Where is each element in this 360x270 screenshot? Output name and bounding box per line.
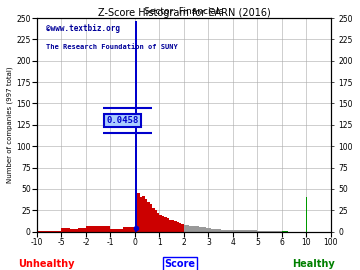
Text: 0.0458: 0.0458	[107, 116, 139, 125]
Bar	[138, 193, 140, 232]
Bar	[191, 226, 194, 232]
Bar	[152, 208, 154, 232]
Bar	[147, 202, 150, 232]
Text: Sector: Financials: Sector: Financials	[144, 7, 224, 16]
Bar	[140, 197, 142, 232]
Bar	[69, 229, 78, 232]
Bar	[150, 204, 152, 232]
Bar	[174, 221, 177, 232]
Bar	[201, 227, 203, 232]
Bar	[123, 227, 135, 232]
Bar	[165, 217, 167, 232]
Bar	[203, 227, 206, 232]
Bar	[285, 231, 288, 232]
Bar	[157, 213, 159, 232]
Bar	[211, 229, 213, 232]
Bar	[169, 220, 172, 232]
Bar	[167, 218, 169, 232]
Bar	[216, 229, 218, 232]
Bar	[186, 225, 189, 232]
Bar	[199, 227, 201, 232]
Bar	[172, 221, 174, 232]
Bar	[86, 226, 111, 232]
Bar	[282, 231, 285, 232]
Bar	[245, 230, 257, 232]
Bar	[37, 231, 62, 232]
Bar	[181, 224, 184, 232]
Bar	[208, 228, 211, 232]
Bar	[233, 230, 245, 232]
Bar	[257, 231, 270, 232]
Bar	[145, 199, 147, 232]
Bar	[206, 228, 208, 232]
Bar	[154, 210, 157, 232]
Bar	[159, 215, 162, 232]
Bar	[179, 223, 181, 232]
Bar	[142, 196, 145, 232]
Y-axis label: Number of companies (997 total): Number of companies (997 total)	[7, 66, 13, 183]
Bar	[62, 228, 69, 232]
Bar	[177, 222, 179, 232]
Bar	[221, 230, 233, 232]
Bar	[189, 226, 191, 232]
Bar	[196, 227, 199, 232]
Bar	[184, 225, 186, 232]
Text: Score: Score	[165, 259, 195, 269]
Bar	[270, 231, 282, 232]
Text: ©www.textbiz.org: ©www.textbiz.org	[46, 24, 120, 33]
Bar	[218, 229, 221, 232]
Text: Unhealthy: Unhealthy	[19, 259, 75, 269]
Text: Healthy: Healthy	[292, 259, 334, 269]
Bar	[162, 216, 165, 232]
Bar	[111, 229, 123, 232]
Bar	[135, 21, 138, 232]
Bar	[78, 228, 86, 232]
Bar	[194, 227, 196, 232]
Text: The Research Foundation of SUNY: The Research Foundation of SUNY	[46, 44, 177, 50]
Bar	[213, 229, 216, 232]
Title: Z-Score Histogram for EARN (2016): Z-Score Histogram for EARN (2016)	[98, 8, 270, 18]
